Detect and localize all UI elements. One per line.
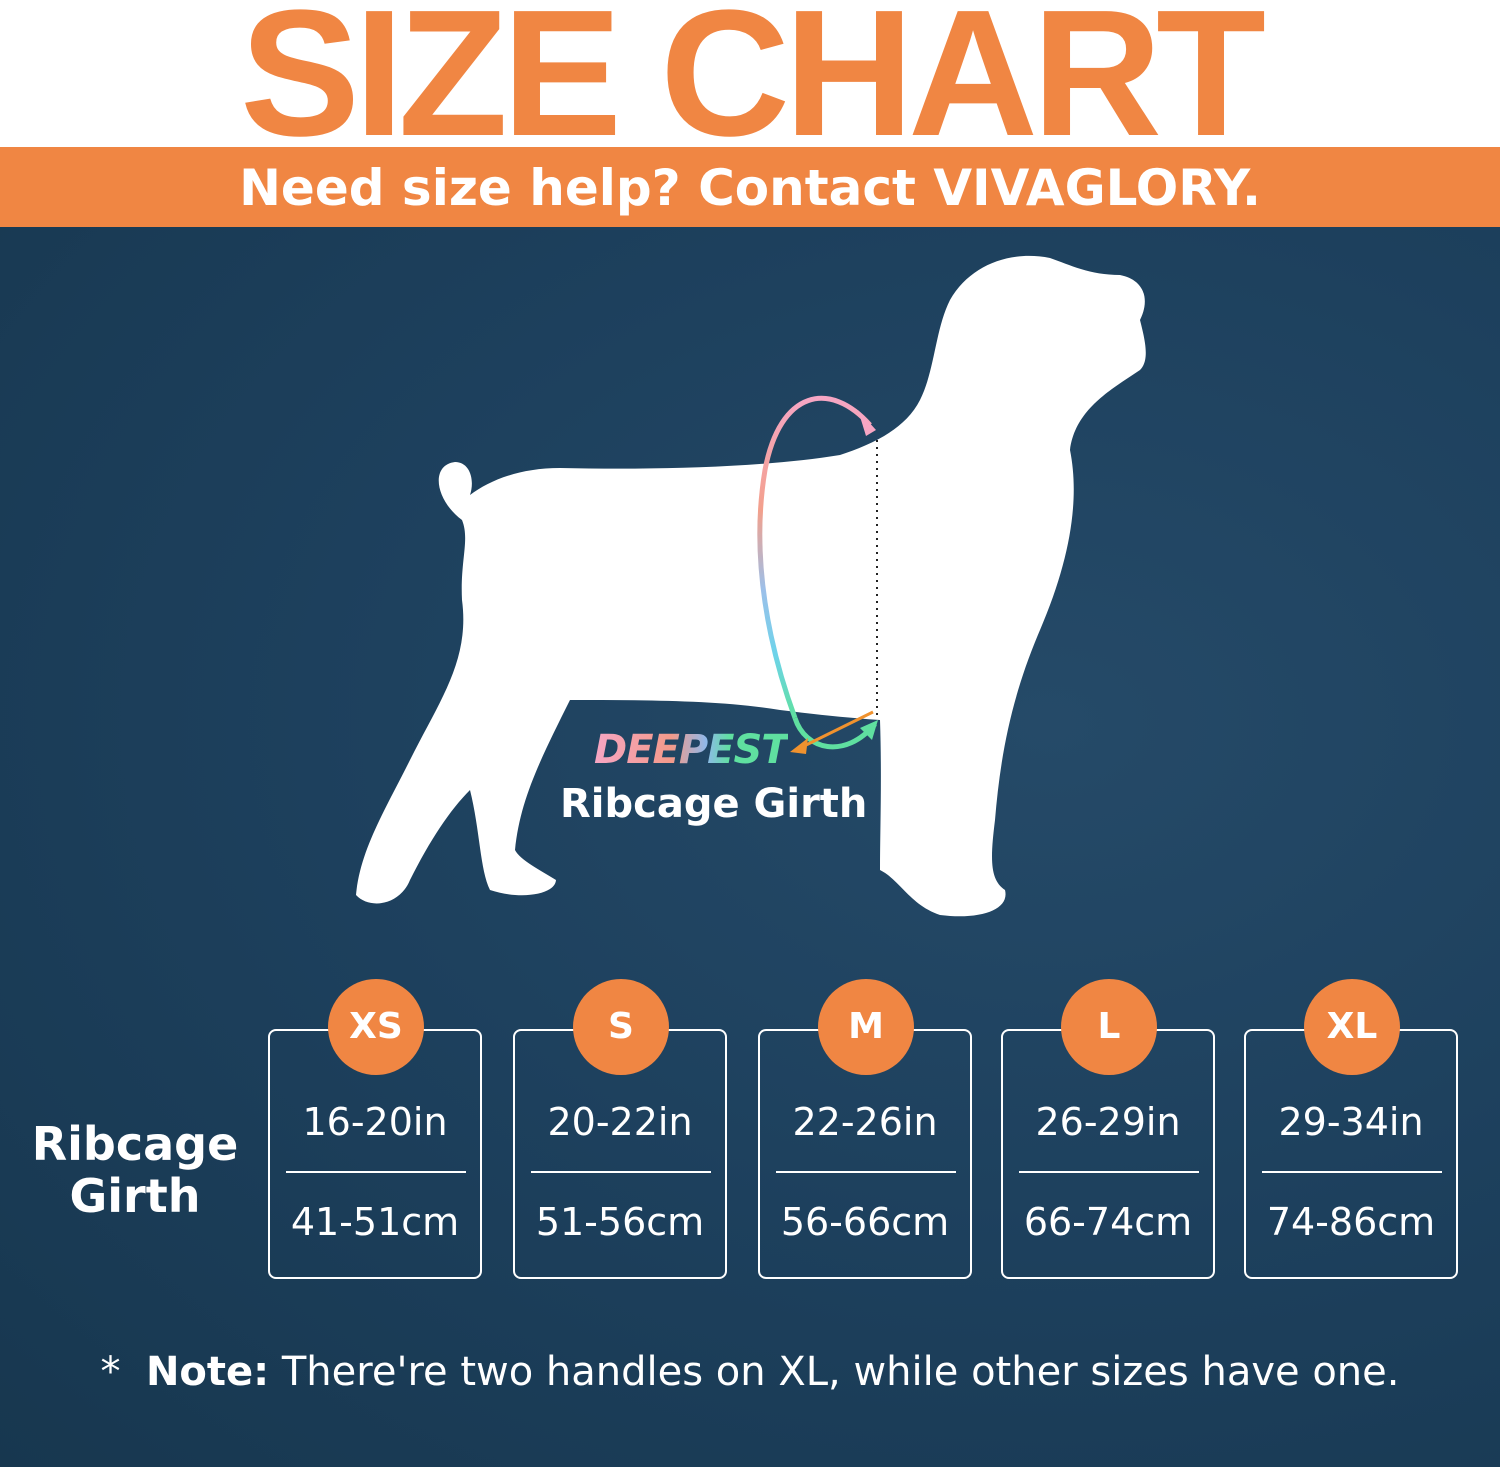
subtitle-band: Need size help? Contact VIVAGLORY. (0, 147, 1500, 227)
size-card-l: L 26-29in 66-74cm (1001, 979, 1215, 1279)
divider (776, 1171, 956, 1173)
size-inches: 22-26in (792, 1100, 938, 1144)
divider (531, 1171, 711, 1173)
size-badge: L (1061, 979, 1157, 1075)
size-cm: 66-74cm (1023, 1200, 1193, 1244)
size-cm: 51-56cm (535, 1200, 705, 1244)
size-cm: 56-66cm (780, 1200, 950, 1244)
size-inches: 16-20in (302, 1100, 448, 1144)
divider (1019, 1171, 1199, 1173)
note-text: There're two handles on XL, while other … (281, 1349, 1400, 1395)
size-cm: 74-86cm (1266, 1200, 1436, 1244)
size-cm: 41-51cm (290, 1200, 460, 1244)
table-row-label: Ribcage Girth (31, 1117, 239, 1223)
chart-area (0, 227, 1500, 1467)
size-card-xs: XS 16-20in 41-51cm (268, 979, 482, 1279)
divider (286, 1171, 466, 1173)
page-title: SIZE CHART (240, 0, 1266, 174)
size-badge: XL (1304, 979, 1400, 1075)
note-label: Note: (145, 1349, 270, 1395)
size-inches: 29-34in (1278, 1100, 1424, 1144)
size-badge: S (573, 979, 669, 1075)
size-inches: 26-29in (1035, 1100, 1181, 1144)
size-card-s: S 20-22in 51-56cm (513, 979, 727, 1279)
divider (1262, 1171, 1442, 1173)
deepest-label: DEEPEST (594, 727, 789, 773)
size-card-xl: XL 29-34in 74-86cm (1244, 979, 1458, 1279)
note: * Note: There're two handles on XL, whil… (0, 1348, 1500, 1396)
size-badge: XS (328, 979, 424, 1075)
subtitle: Need size help? Contact VIVAGLORY. (239, 159, 1261, 217)
ribcage-girth-label: Ribcage Girth (560, 781, 868, 827)
size-badge: M (818, 979, 914, 1075)
dog-silhouette-icon (356, 255, 1146, 917)
size-card-m: M 22-26in 56-66cm (758, 979, 972, 1279)
size-inches: 20-22in (547, 1100, 693, 1144)
note-marker: * (100, 1349, 121, 1395)
